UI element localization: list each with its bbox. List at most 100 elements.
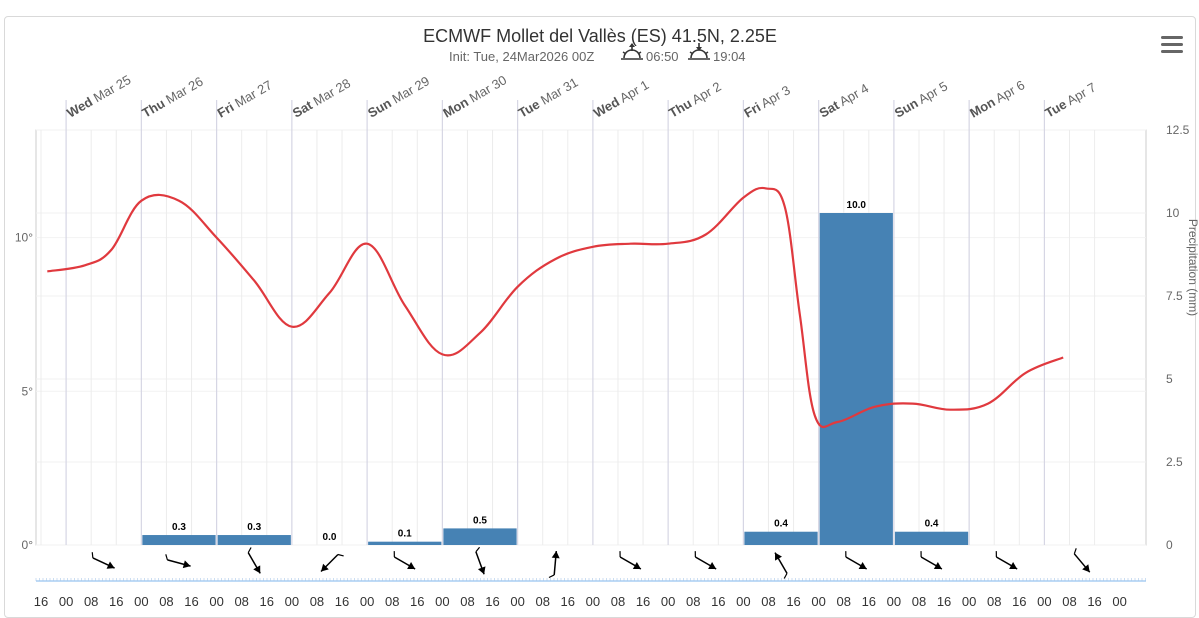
- precip-tick-label: 5: [1166, 372, 1173, 386]
- day-label: Mon Mar 30: [440, 72, 509, 120]
- hour-tick-label: 08: [234, 594, 248, 609]
- hour-tick-label: 00: [586, 594, 600, 609]
- wind-arrow: [165, 554, 191, 569]
- precip-bar: [217, 535, 291, 545]
- day-label: Sun Apr 5: [892, 78, 950, 120]
- precip-data-label: 0.3: [247, 522, 261, 533]
- temp-tick-label: 10°: [15, 231, 33, 245]
- wind-arrow: [548, 550, 560, 579]
- precip-bar: [744, 531, 818, 545]
- sunset-time: 19:04: [713, 49, 746, 64]
- precip-axis-title: Precipitation (mm): [1186, 219, 1199, 316]
- hour-tick-label: 00: [811, 594, 825, 609]
- precip-tick-label: 0: [1166, 538, 1173, 552]
- wind-arrow: [920, 551, 943, 570]
- sunset-icon: [688, 43, 710, 60]
- wind-arrow: [393, 551, 416, 570]
- hour-tick-label: 00: [962, 594, 976, 609]
- day-label: Sun Mar 29: [365, 73, 432, 120]
- subtitle: Init: Tue, 24Mar2026 00Z 06:50 19:04: [449, 43, 746, 64]
- precip-data-label: 0.4: [774, 519, 788, 530]
- hour-tick-label: 16: [862, 594, 876, 609]
- hour-tick-label: 08: [460, 594, 474, 609]
- precip-bar: [819, 213, 893, 545]
- precip-data-label: 0.4: [925, 519, 939, 530]
- day-label: Wed Apr 1: [591, 77, 651, 121]
- wind-arrow: [91, 552, 115, 569]
- hour-tick-label: 08: [611, 594, 625, 609]
- precip-tick-label: 10: [1166, 206, 1180, 220]
- wind-arrow: [694, 551, 717, 570]
- hamburger-menu-icon[interactable]: [1161, 36, 1183, 53]
- hour-tick-label: 16: [636, 594, 650, 609]
- hour-tick-label: 08: [761, 594, 775, 609]
- hour-tick-label: 16: [1087, 594, 1101, 609]
- chart-title: ECMWF Mollet del Vallès (ES) 41.5N, 2.25…: [423, 26, 777, 46]
- day-label: Sat Apr 4: [817, 81, 871, 121]
- precip-bar: [443, 528, 517, 545]
- precip-tick-label: 12.5: [1166, 123, 1190, 137]
- wind-arrow: [247, 547, 261, 574]
- hour-tick-label: 16: [937, 594, 951, 609]
- day-label: Fri Apr 3: [741, 82, 792, 120]
- precip-tick-label: 7.5: [1166, 289, 1183, 303]
- init-label: Init: Tue, 24Mar2026 00Z: [449, 49, 594, 64]
- hour-tick-label: 16: [184, 594, 198, 609]
- precip-data-label: 0.0: [323, 532, 337, 543]
- hour-tick-label: 00: [510, 594, 524, 609]
- hour-tick-label: 16: [260, 594, 274, 609]
- hour-tick-label: 16: [109, 594, 123, 609]
- hour-tick-label: 00: [285, 594, 299, 609]
- hour-tick-label: 00: [435, 594, 449, 609]
- precip-data-label: 0.5: [473, 515, 487, 526]
- temperature-line: [47, 186, 1064, 428]
- hour-tick-label: 08: [310, 594, 324, 609]
- hour-tick-label: 08: [1062, 594, 1076, 609]
- sunrise-icon: [621, 43, 643, 60]
- hour-tick-label: 16: [786, 594, 800, 609]
- hour-tick-label: 08: [535, 594, 549, 609]
- wind-arrow: [774, 552, 788, 579]
- hour-tick-label: 08: [836, 594, 850, 609]
- day-label: Thu Mar 26: [139, 74, 205, 121]
- hour-tick-label: 08: [84, 594, 98, 609]
- hour-tick-label: 16: [485, 594, 499, 609]
- hour-tick-label: 08: [159, 594, 173, 609]
- hour-tick-label: 08: [385, 594, 399, 609]
- hour-tick-label: 00: [661, 594, 675, 609]
- day-label: Wed Mar 25: [64, 72, 133, 121]
- precip-data-label: 10.0: [847, 200, 867, 211]
- wind-arrow: [619, 551, 642, 570]
- day-label: Tue Apr 7: [1042, 80, 1098, 121]
- chart-frame: [4, 16, 1196, 618]
- wind-arrow: [995, 551, 1018, 570]
- day-label: Thu Apr 2: [666, 79, 724, 121]
- hour-tick-label: 16: [1012, 594, 1026, 609]
- hour-tick-label: 00: [1037, 594, 1051, 609]
- precip-bar: [142, 535, 216, 545]
- hour-tick-label: 00: [1112, 594, 1126, 609]
- hour-tick-label: 00: [209, 594, 223, 609]
- hour-tick-label: 00: [887, 594, 901, 609]
- hour-tick-label: 00: [736, 594, 750, 609]
- day-label: Fri Mar 27: [215, 77, 275, 120]
- precip-bar: [894, 531, 969, 545]
- hour-tick-label: 16: [335, 594, 349, 609]
- hour-tick-label: 16: [711, 594, 725, 609]
- hour-tick-label: 08: [912, 594, 926, 609]
- day-label: Sat Mar 28: [290, 75, 353, 120]
- hour-tick-label: 16: [410, 594, 424, 609]
- day-label: Tue Mar 31: [516, 74, 581, 120]
- hour-tick-label: 00: [59, 594, 73, 609]
- hour-tick-label: 00: [360, 594, 374, 609]
- precip-data-label: 0.3: [172, 522, 186, 533]
- wind-arrow: [1073, 548, 1091, 573]
- sunrise-time: 06:50: [646, 49, 679, 64]
- precip-bar: [368, 541, 442, 545]
- hour-tick-label: 08: [686, 594, 700, 609]
- temp-tick-label: 0°: [22, 538, 34, 552]
- wind-arrow: [845, 551, 868, 570]
- wind-arrow: [475, 546, 486, 575]
- hour-tick-label: 00: [134, 594, 148, 609]
